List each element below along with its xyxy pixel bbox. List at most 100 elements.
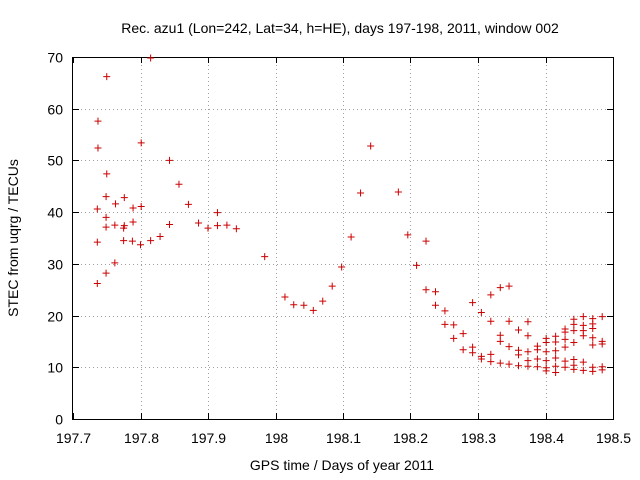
data-point (94, 117, 102, 125)
data-point (524, 332, 532, 340)
y-tick-label: 40 (47, 205, 63, 221)
data-point (561, 357, 569, 365)
data-point (319, 297, 327, 305)
data-point (357, 189, 365, 197)
data-point (328, 282, 336, 290)
data-point (450, 321, 458, 329)
data-point (552, 354, 560, 362)
data-point (524, 362, 532, 370)
data-point (93, 205, 101, 213)
data-point (431, 288, 439, 296)
data-point (128, 237, 136, 245)
data-point (404, 231, 412, 239)
data-point (223, 221, 231, 229)
data-point (137, 139, 145, 147)
data-point (413, 261, 421, 269)
y-tick-label: 10 (47, 360, 63, 376)
data-point (431, 301, 439, 309)
data-point (589, 341, 597, 349)
data-point (589, 334, 597, 342)
y-tick-label: 60 (47, 102, 63, 118)
tick-labels: 197.7 197.8 197.9 198 198.1 198.2 198.3 198.4 19… (47, 50, 631, 447)
data-point (102, 223, 110, 231)
data-point (487, 291, 495, 299)
y-tick-label: 20 (47, 309, 63, 325)
chart-title: Rec. azu1 (Lon=242, Lat=34, h=HE), days … (121, 20, 559, 36)
data-point (589, 367, 597, 375)
data-point (487, 358, 495, 366)
data-point (477, 355, 485, 363)
data-point (367, 142, 375, 150)
data-point (120, 222, 128, 230)
data-point (598, 340, 606, 348)
data-point (496, 337, 504, 345)
data-points (93, 54, 606, 376)
data-point (505, 317, 513, 325)
data-point (487, 350, 495, 358)
data-point (579, 332, 587, 340)
x-tick-label: 198.2 (393, 430, 428, 446)
data-point (552, 338, 560, 346)
data-point (496, 359, 504, 367)
data-point (598, 313, 606, 321)
data-point (542, 357, 550, 365)
data-point (300, 301, 308, 309)
data-point (533, 346, 541, 354)
data-point (93, 280, 101, 288)
data-point (184, 200, 192, 208)
x-tick-label: 197.9 (191, 430, 226, 446)
data-point (487, 317, 495, 325)
data-point (542, 348, 550, 356)
data-point (524, 348, 532, 356)
data-point (515, 362, 522, 370)
data-point (261, 253, 269, 261)
data-point (137, 241, 144, 249)
data-point (111, 221, 119, 229)
data-point (281, 293, 289, 301)
data-point (102, 193, 110, 201)
x-tick-label: 198.3 (461, 430, 496, 446)
data-point (147, 54, 155, 62)
x-tick-label: 198.4 (529, 430, 564, 446)
data-point (579, 313, 587, 321)
data-point (524, 318, 532, 326)
data-point (561, 328, 569, 336)
data-point (579, 358, 587, 366)
data-point (496, 284, 504, 292)
data-point (459, 346, 467, 354)
data-point (441, 307, 449, 315)
data-point (450, 334, 458, 342)
data-point (129, 204, 137, 212)
data-point (505, 282, 513, 290)
data-point (505, 343, 513, 351)
data-point (496, 331, 504, 339)
data-point (570, 338, 578, 346)
data-point (232, 225, 240, 233)
data-point (561, 363, 569, 371)
data-point (469, 299, 477, 307)
data-point (290, 301, 298, 309)
data-point (137, 202, 145, 210)
y-axis-label: STEC from uqrg / TECUs (5, 159, 21, 317)
data-point (195, 219, 203, 227)
x-tick-label: 198.1 (326, 430, 361, 446)
data-point (552, 362, 560, 370)
data-point (533, 355, 541, 363)
x-tick-label: 198.5 (596, 430, 631, 446)
data-point (552, 368, 560, 376)
data-point (120, 237, 128, 245)
data-point (309, 306, 317, 314)
data-point (542, 367, 550, 375)
data-point (94, 144, 102, 152)
y-tick-label: 50 (47, 153, 63, 169)
data-point (459, 330, 467, 338)
data-point (112, 200, 120, 208)
data-point (515, 326, 522, 334)
data-point (477, 308, 485, 316)
y-tick-label: 70 (47, 50, 63, 66)
x-tick-label: 197.8 (124, 430, 159, 446)
axis-ticks (73, 57, 614, 420)
data-point (347, 233, 355, 241)
data-point (533, 363, 541, 371)
